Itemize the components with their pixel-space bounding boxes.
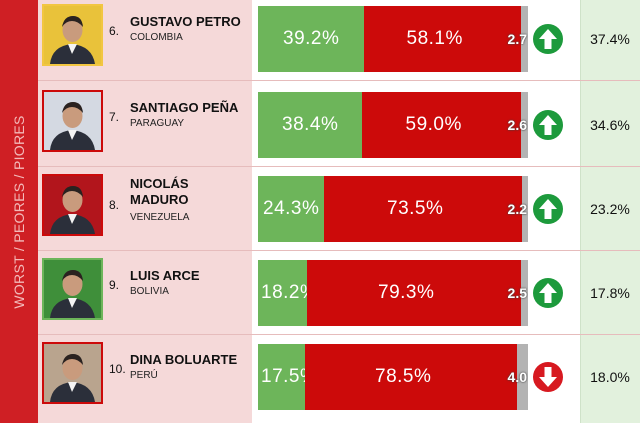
disapprove-value-label: 78.5%	[375, 366, 432, 387]
leader-row: 7. SANTIAGO PEÑA PARAGUAY 38.4% 59.0% 2.6	[0, 86, 640, 162]
portrait-image	[44, 344, 101, 402]
disapprove-segment: 73.5%	[324, 176, 522, 242]
leader-photo	[42, 4, 103, 66]
no-answer-segment	[521, 260, 528, 326]
approve-segment: 39.2%	[258, 6, 364, 72]
disapprove-segment: 79.3%	[307, 260, 521, 326]
arrow-up-icon	[533, 24, 563, 54]
rating-value: 17.8%	[590, 285, 630, 301]
leader-name-line1: SANTIAGO PEÑA	[130, 100, 239, 115]
portrait-image	[44, 176, 101, 234]
leader-country: VENEZUELA	[130, 212, 190, 223]
leader-name-line1: NICOLÁS	[130, 176, 189, 191]
stacked-bar: 24.3% 73.5% 2.2	[258, 176, 528, 242]
rank-number: 8.	[109, 198, 120, 212]
leader-row: 8. NICOLÁS MADURO VENEZUELA 24.3% 73.5% 2.2	[0, 170, 640, 246]
leader-country: PERÚ	[130, 370, 158, 381]
no-answer-segment	[522, 176, 528, 242]
leader-photo	[42, 258, 103, 320]
disapprove-segment: 59.0%	[362, 92, 521, 158]
rank-number: 10.	[109, 362, 126, 376]
leader-name: NICOLÁS MADURO	[130, 176, 250, 208]
no-answer-value-label: 2.5	[507, 285, 527, 301]
portrait-image	[44, 6, 101, 64]
leader-name-line2: MADURO	[130, 192, 189, 207]
stacked-bar: 18.2% 79.3% 2.5	[258, 260, 528, 326]
approve-segment: 38.4%	[258, 92, 362, 158]
leader-name-line1: GUSTAVO PETRO	[130, 14, 241, 29]
disapprove-value-label: 73.5%	[387, 198, 444, 219]
leader-name: GUSTAVO PETRO	[130, 14, 250, 30]
side-band: WORST / PEORES / PIORES	[0, 0, 38, 423]
stacked-bar: 17.5% 78.5% 4.0	[258, 344, 528, 410]
arrow-up-icon	[533, 110, 563, 140]
rank-number: 9.	[109, 278, 120, 292]
approve-segment: 18.2%	[258, 260, 317, 326]
arrow-up-icon	[533, 194, 563, 224]
no-answer-value-label: 2.2	[507, 201, 527, 217]
rank-number: 7.	[109, 110, 120, 124]
portrait-image	[44, 92, 101, 150]
portrait-image	[44, 260, 101, 318]
leader-country: PARAGUAY	[130, 118, 185, 129]
leader-row: 10. DINA BOLUARTE PERÚ 17.5% 78.5% 4.0	[0, 338, 640, 414]
row-divider	[38, 250, 640, 251]
disapprove-value-label: 79.3%	[378, 282, 435, 303]
leader-name: LUIS ARCE	[130, 268, 250, 284]
no-answer-segment	[521, 92, 528, 158]
rating-value: 37.4%	[590, 31, 630, 47]
disapprove-value-label: 59.0%	[405, 114, 462, 135]
no-answer-value-label: 2.7	[507, 31, 527, 47]
approve-value-label: 24.3%	[263, 198, 320, 219]
arrow-up-icon	[533, 278, 563, 308]
approve-value-label: 18.2%	[261, 282, 318, 303]
leader-row: 9. LUIS ARCE BOLIVIA 18.2% 79.3% 2.5	[0, 254, 640, 330]
leader-photo	[42, 90, 103, 152]
no-answer-value-label: 4.0	[507, 369, 527, 385]
rating-value: 23.2%	[590, 201, 630, 217]
approve-value-label: 17.5%	[261, 366, 318, 387]
approve-value-label: 38.4%	[282, 114, 339, 135]
leader-name-line1: DINA BOLUARTE	[130, 352, 238, 367]
arrow-down-icon	[533, 362, 563, 392]
leader-name: SANTIAGO PEÑA	[130, 100, 250, 116]
leader-country: COLOMBIA	[130, 32, 183, 43]
rating-value: 34.6%	[590, 117, 630, 133]
leader-name: DINA BOLUARTE	[130, 352, 250, 368]
no-answer-segment	[517, 344, 528, 410]
row-divider	[38, 166, 640, 167]
rating-value: 18.0%	[590, 369, 630, 385]
row-divider	[38, 334, 640, 335]
value-column	[580, 0, 640, 423]
rank-number: 6.	[109, 24, 120, 38]
leader-row: 6. GUSTAVO PETRO COLOMBIA 39.2% 58.1% 2.7	[0, 0, 640, 76]
approve-value-label: 39.2%	[283, 28, 340, 49]
leader-photo	[42, 342, 103, 404]
no-answer-value-label: 2.6	[507, 117, 527, 133]
approve-segment: 24.3%	[258, 176, 324, 242]
no-answer-segment	[521, 6, 528, 72]
leader-photo	[42, 174, 103, 236]
leader-name-line1: LUIS ARCE	[130, 268, 200, 283]
disapprove-segment: 78.5%	[305, 344, 517, 410]
leader-country: BOLIVIA	[130, 286, 169, 297]
stacked-bar: 39.2% 58.1% 2.7	[258, 6, 528, 72]
disapprove-value-label: 58.1%	[406, 28, 463, 49]
approve-segment: 17.5%	[258, 344, 317, 410]
row-divider	[38, 80, 640, 81]
disapprove-segment: 58.1%	[364, 6, 521, 72]
stacked-bar: 38.4% 59.0% 2.6	[258, 92, 528, 158]
